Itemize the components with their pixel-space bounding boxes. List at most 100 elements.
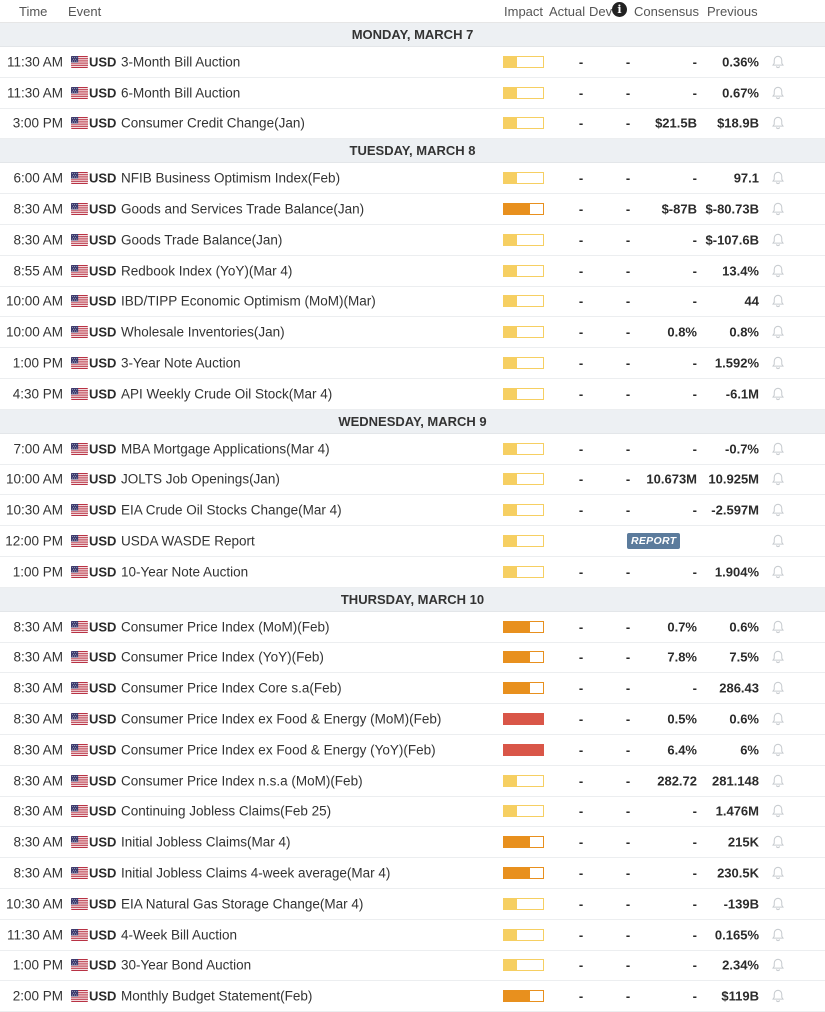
event-row[interactable]: 11:30 AM USD 6-Month Bill Auction - - - 0.67% [0,77,825,109]
event-row[interactable]: 8:30 AM USD Goods Trade Balance(Jan) - - - $-1… [0,224,825,256]
bell-icon[interactable] [771,681,785,695]
event-row[interactable]: 6:00 AM USD NFIB Business Optimism Index(F… [0,163,825,195]
event-row[interactable]: 1:00 PM USD 30-Year Bond Auction - - - 2.34% [0,950,825,982]
column-header-previous[interactable]: Previous [707,4,758,19]
bell-icon[interactable] [771,387,785,401]
event-row[interactable]: 12:00 PM USD USDA WASDE Report REPORT [0,526,825,557]
bell-icon[interactable] [771,356,785,370]
column-header-dev[interactable]: Dev [589,4,613,19]
event-row[interactable]: 10:30 AM USD EIA Crude Oil Stocks Change(M… [0,495,825,527]
bell-icon[interactable] [771,774,785,788]
event-name[interactable]: Consumer Price Index ex Food & Energy (Y… [121,742,436,758]
bell-icon[interactable] [771,804,785,818]
event-row[interactable]: 1:00 PM USD 10-Year Note Auction - - - 1.904% [0,556,825,588]
event-row[interactable]: 8:30 AM USD Consumer Price Index Core s.a(… [0,673,825,705]
event-name[interactable]: 3-Month Bill Auction [121,54,241,70]
currency-code: USD [89,927,117,943]
event-name[interactable]: 10-Year Note Auction [121,564,249,580]
event-name[interactable]: EIA Crude Oil Stocks Change(Mar 4) [121,502,342,518]
event-name[interactable]: Wholesale Inventories(Jan) [121,324,285,340]
bell-icon[interactable] [771,743,785,757]
event-name[interactable]: Goods Trade Balance(Jan) [121,232,283,248]
bell-icon[interactable] [771,325,785,339]
event-name[interactable]: Continuing Jobless Claims(Feb 25) [121,803,332,819]
column-header-time[interactable]: Time [19,4,48,19]
event-name[interactable]: Goods and Services Trade Balance(Jan) [121,201,365,217]
event-row[interactable]: 8:55 AM USD Redbook Index (YoY)(Mar 4) - - - 1… [0,255,825,287]
bell-icon[interactable] [771,565,785,579]
event-row[interactable]: 4:30 PM USD API Weekly Crude Oil Stock(Mar… [0,378,825,410]
event-row[interactable]: 11:30 AM USD 3-Month Bill Auction - - - 0.36% [0,47,825,78]
event-row[interactable]: 8:30 AM USD Continuing Jobless Claims(Feb … [0,796,825,828]
event-name[interactable]: 6-Month Bill Auction [121,85,241,101]
bell-icon[interactable] [771,171,785,185]
event-name[interactable]: Monthly Budget Statement(Feb) [121,988,313,1004]
event-name[interactable]: USDA WASDE Report [121,533,255,549]
bell-icon[interactable] [771,116,785,130]
event-row[interactable]: 8:30 AM USD Initial Jobless Claims 4-week … [0,858,825,889]
us-flag-icon [71,959,88,972]
bell-icon[interactable] [771,712,785,726]
event-name[interactable]: 30-Year Bond Auction [121,957,252,973]
event-name[interactable]: Consumer Price Index Core s.a(Feb) [121,680,342,696]
event-row[interactable]: 8:30 AM USD Consumer Price Index (YoY)(Feb… [0,642,825,674]
event-name[interactable]: JOLTS Job Openings(Jan) [121,471,280,487]
event-name[interactable]: 3-Year Note Auction [121,355,241,371]
event-name[interactable]: Consumer Price Index (MoM)(Feb) [121,619,330,635]
event-name[interactable]: EIA Natural Gas Storage Change(Mar 4) [121,896,364,912]
event-name[interactable]: Consumer Price Index n.s.a (MoM)(Feb) [121,773,363,789]
event-row[interactable]: 8:30 AM USD Goods and Services Trade Balan… [0,194,825,225]
column-header-event[interactable]: Event [68,4,102,19]
info-icon[interactable]: i [612,2,627,17]
event-name[interactable]: Redbook Index (YoY)(Mar 4) [121,263,293,279]
bell-icon[interactable] [771,866,785,880]
event-row[interactable]: 1:00 PM USD 3-Year Note Auction - - - 1.592% [0,348,825,379]
event-row[interactable]: 10:00 AM USD IBD/TIPP Economic Optimism (M… [0,286,825,318]
actual-value: - [578,201,584,217]
event-name[interactable]: API Weekly Crude Oil Stock(Mar 4) [121,386,333,402]
bell-icon[interactable] [771,442,785,456]
column-header-consensus[interactable]: Consensus [634,4,700,19]
event-row[interactable]: 8:30 AM USD Initial Jobless Claims(Mar 4) -… [0,827,825,859]
bell-icon[interactable] [771,294,785,308]
event-row[interactable]: 3:00 PM USD Consumer Credit Change(Jan) - - $… [0,108,825,140]
event-name[interactable]: Consumer Price Index (YoY)(Feb) [121,649,324,665]
event-row[interactable]: 8:30 AM USD Consumer Price Index ex Food &… [0,704,825,735]
report-button[interactable]: REPORT [627,533,681,550]
bell-icon[interactable] [771,534,785,548]
bell-icon[interactable] [771,958,785,972]
event-time: 10:00 AM [5,293,63,309]
bell-icon[interactable] [771,233,785,247]
event-name[interactable]: NFIB Business Optimism Index(Feb) [121,170,341,186]
bell-icon[interactable] [771,472,785,486]
deviation-value: - [625,115,631,131]
event-row[interactable]: 7:00 AM USD MBA Mortgage Applications(Mar … [0,433,825,465]
bell-icon[interactable] [771,650,785,664]
event-row[interactable]: 8:30 AM USD Consumer Price Index (MoM)(Feb… [0,611,825,643]
event-row[interactable]: 10:00 AM USD JOLTS Job Openings(Jan) - -10.6… [0,464,825,496]
event-row[interactable]: 10:00 AM USD Wholesale Inventories(Jan) - - 0… [0,317,825,349]
bell-icon[interactable] [771,503,785,517]
event-row[interactable]: 10:30 AM USD EIA Natural Gas Storage Chang… [0,888,825,920]
bell-icon[interactable] [771,55,785,69]
event-name[interactable]: 4-Week Bill Auction [121,927,238,943]
bell-icon[interactable] [771,897,785,911]
bell-icon[interactable] [771,202,785,216]
bell-icon[interactable] [771,835,785,849]
bell-icon[interactable] [771,264,785,278]
event-name[interactable]: IBD/TIPP Economic Optimism (MoM)(Mar) [121,293,376,309]
bell-icon[interactable] [771,620,785,634]
bell-icon[interactable] [771,86,785,100]
event-name[interactable]: Initial Jobless Claims(Mar 4) [121,834,291,850]
bell-icon[interactable] [771,928,785,942]
event-row[interactable]: 11:30 AM USD 4-Week Bill Auction - - - 0.165% [0,919,825,951]
event-row[interactable]: 8:30 AM USD Consumer Price Index ex Food &… [0,734,825,766]
event-name[interactable]: MBA Mortgage Applications(Mar 4) [121,441,330,457]
event-name[interactable]: Consumer Credit Change(Jan) [121,115,305,131]
bell-icon[interactable] [771,989,785,1003]
event-name[interactable]: Consumer Price Index ex Food & Energy (M… [121,711,442,727]
column-header-impact[interactable]: Impact [504,4,544,19]
event-row[interactable]: 8:30 AM USD Consumer Price Index n.s.a (Mo… [0,765,825,797]
column-header-actual[interactable]: Actual [549,4,586,19]
event-name[interactable]: Initial Jobless Claims 4-week average(Ma… [121,865,391,881]
